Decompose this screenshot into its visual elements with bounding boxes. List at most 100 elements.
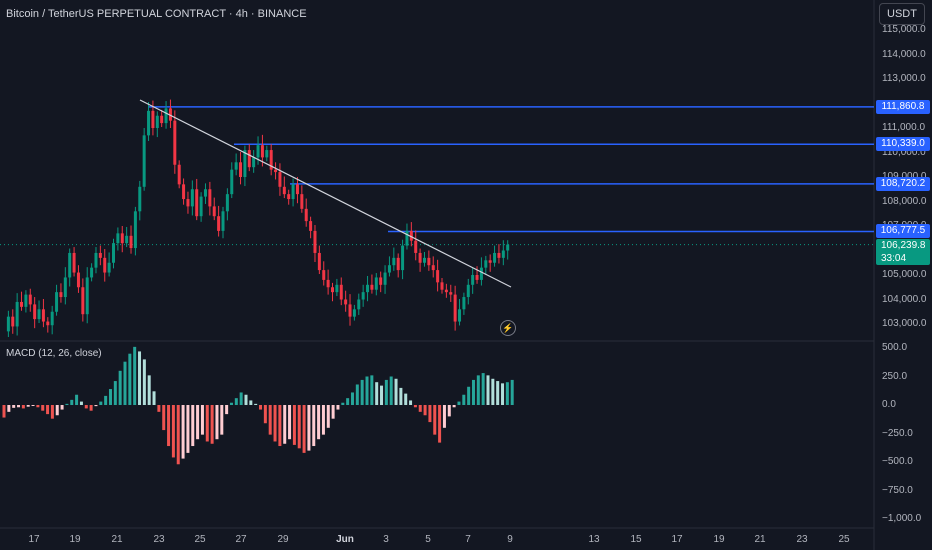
candle-body [142,135,146,187]
macd-bar [350,392,354,405]
macd-bar [481,373,485,405]
candle-body [269,150,273,170]
macd-bar [157,405,161,412]
macd-bar [21,405,25,409]
candle-body [387,265,391,273]
macd-bar [380,385,384,405]
candle-body [493,252,497,263]
trendline [139,99,512,288]
macd-bar [263,405,267,424]
macd-bar [123,361,127,405]
candle-body [313,230,317,253]
symbol-title[interactable]: Bitcoin / TetherUS PERPETUAL CONTRACT · … [6,8,307,20]
macd-bar [2,405,6,418]
macd-bar [70,399,74,405]
date-tick-label: 21 [754,534,766,545]
macd-bar [36,405,40,408]
date-tick-label: 15 [630,534,642,545]
candle-body [225,194,229,212]
candle-body [160,115,164,124]
macd-bar [452,405,456,408]
macd-bar [399,387,403,405]
candle-body [195,189,199,217]
candle-body [11,316,15,327]
macd-bar [331,405,335,419]
candle-body [50,311,54,326]
macd-bar [317,405,321,440]
candle-body [164,108,168,124]
macd-bar [433,405,437,435]
price-tick-label: 104,000.0 [882,293,927,305]
macd-bar [501,383,505,405]
candle-body [396,257,400,271]
candle-body [436,270,440,283]
candle-body [501,250,505,258]
macd-bar [268,405,272,435]
candle-body [81,287,85,315]
macd-bar [167,405,171,447]
macd-bar [336,405,340,410]
candle-body [252,157,256,168]
level-price-tag: 111,860.8 [876,99,930,114]
macd-bar [462,394,466,405]
macd-bar [341,402,345,405]
date-tick-label: 27 [235,534,247,545]
candle-body [405,230,409,246]
candle-body [217,216,221,231]
candle-body [361,292,365,300]
candle-body [256,145,260,158]
candle-body [309,221,313,231]
candle-body [444,289,448,293]
candle-body [168,108,172,121]
candle-body [260,145,264,158]
candle-body [208,189,212,207]
candle-body [352,309,356,317]
date-tick-label: 25 [838,534,850,545]
candle-body [234,162,238,170]
candle-body [37,309,41,320]
macd-bar [176,405,180,465]
macd-bar [404,393,408,405]
candle-body [186,199,190,207]
candle-body [409,230,413,241]
candle-body [221,211,225,231]
macd-indicator-label[interactable]: MACD (12, 26, close) [6,348,102,359]
macd-bar [447,405,451,417]
macd-bar [17,405,21,408]
macd-bar [288,405,292,440]
candle-body [129,235,133,249]
candle-body [72,252,76,273]
price-tick-label: 105,000.0 [882,269,927,280]
macd-bar [476,375,480,405]
candle-body [304,208,308,222]
candle-body [295,184,299,195]
macd-bar [181,405,185,459]
candle-body [282,186,286,195]
candle-body [322,270,326,280]
macd-bar [375,382,379,405]
macd-bar [113,381,117,405]
macd-bar [442,405,446,428]
candle-body [484,260,488,268]
candle-body [422,257,426,263]
macd-bar [307,405,311,451]
currency-button[interactable]: USDT [879,3,925,25]
price-tick-label: 110,000.0 [882,146,926,158]
level-price-tag: 106,777.5 [876,224,930,239]
candle-body [418,252,422,263]
candle-body [427,257,431,266]
price-tick-label: 108,000.0 [882,195,927,207]
candle-body [107,262,111,273]
candle-body [230,169,234,195]
macd-tick-label: 0.0 [882,399,896,410]
candle-body [173,120,177,165]
candle-body [453,294,457,322]
candle-body [68,252,72,278]
macd-bar [505,382,509,405]
lightning-bolt-icon[interactable]: ⚡ [500,320,516,336]
candle-body [462,297,466,310]
date-tick-label: 25 [194,534,206,545]
macd-bar [196,405,200,440]
macd-bar [60,405,64,410]
